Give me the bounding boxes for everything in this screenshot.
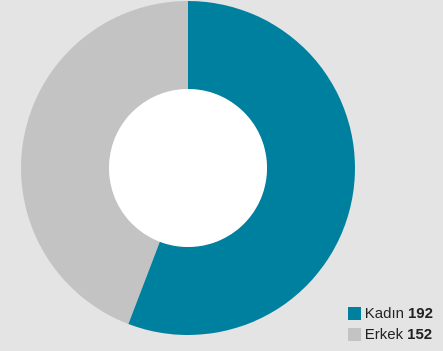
legend-value-erkek: 152	[407, 326, 433, 343]
legend-item-kadin: Kadın 192	[347, 303, 433, 324]
legend-swatch-kadin	[347, 307, 361, 320]
legend-label-kadin: Kadın	[364, 305, 404, 322]
legend-label-erkek: Erkek	[364, 326, 404, 343]
donut-slice-erkek	[21, 1, 189, 324]
legend-value-kadin: 192	[407, 305, 433, 322]
donut-hole	[109, 89, 267, 247]
legend-item-erkek: Erkek 152	[347, 324, 433, 345]
legend-swatch-erkek	[347, 328, 361, 341]
legend: Kadın 192 Erkek 152	[347, 303, 433, 345]
donut-slice-kadin	[128, 1, 356, 335]
